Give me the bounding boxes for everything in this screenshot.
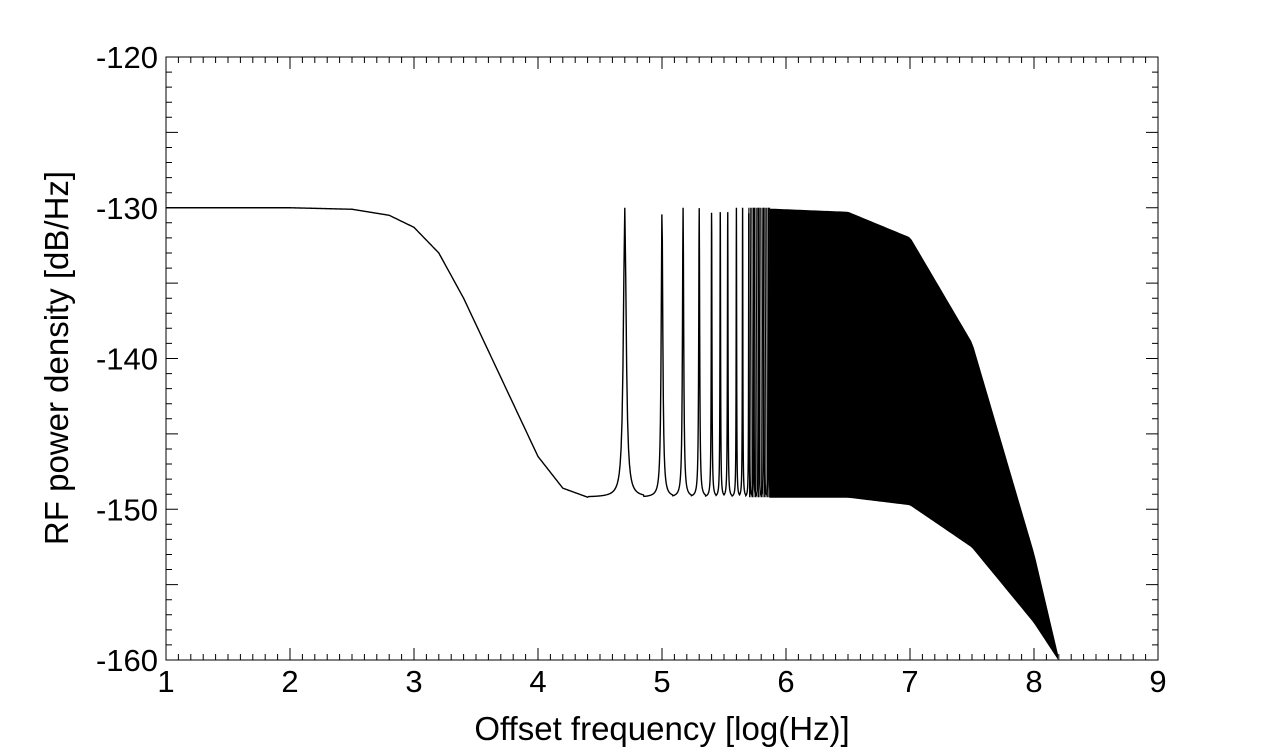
y-axis-title: RF power density [dB/Hz] <box>38 171 75 545</box>
transition-spikes <box>748 207 771 498</box>
y-tick-label: -150 <box>96 492 158 527</box>
tick-labels: 1 2 3 4 5 6 7 8 9 -160 -150 -140 -130 -120 <box>96 40 1167 699</box>
series-group <box>166 207 1059 660</box>
x-tick-label: 7 <box>901 664 918 699</box>
x-axis-title: Offset frequency [log(Hz)] <box>474 710 849 747</box>
series-line <box>166 207 774 498</box>
plot-frame <box>165 56 1159 661</box>
x-tick-label: 9 <box>1149 664 1166 699</box>
oscillation-band <box>769 208 1059 660</box>
y-tick-label: -140 <box>96 342 158 377</box>
x-tick-label: 2 <box>281 664 298 699</box>
y-tick-label: -130 <box>96 191 158 226</box>
x-tick-label: 5 <box>653 664 670 699</box>
x-tick-label: 8 <box>1025 664 1042 699</box>
x-tick-label: 1 <box>157 664 174 699</box>
x-tick-label: 4 <box>529 664 546 699</box>
x-tick-label: 3 <box>405 664 422 699</box>
y-tick-label: -160 <box>96 643 158 678</box>
y-tick-label: -120 <box>96 40 158 75</box>
x-tick-label: 6 <box>777 664 794 699</box>
